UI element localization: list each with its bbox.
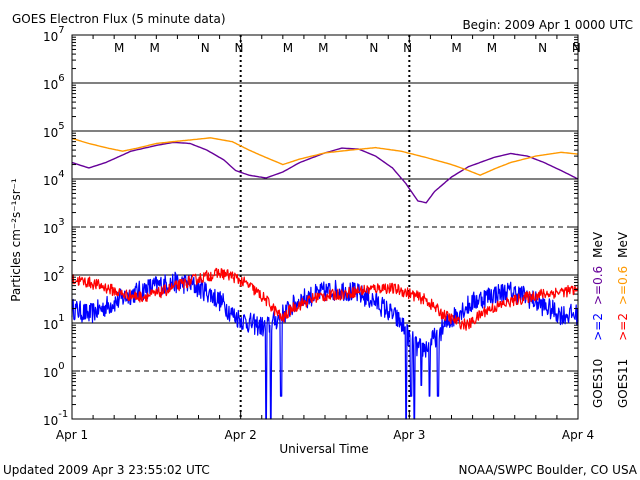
- x-axis-label: Universal Time: [279, 442, 368, 456]
- local-time-marker: M: [283, 41, 293, 55]
- local-time-marker: M: [451, 41, 461, 55]
- x-tick-label: Apr 3: [393, 428, 425, 442]
- y-tick-label: 10-1: [43, 409, 68, 428]
- y-tick-label: 106: [43, 73, 65, 92]
- local-time-marker: M: [318, 41, 328, 55]
- y-axis: 107 106 105 104 103 102 101 100 10-1: [43, 25, 578, 428]
- local-time-marker: N: [369, 41, 378, 55]
- local-time-marker: M: [114, 41, 124, 55]
- gridlines: [72, 82, 578, 372]
- y-axis-label: Particles cm⁻²s⁻¹sr⁻¹: [9, 178, 23, 302]
- local-time-marker: N: [403, 41, 412, 55]
- right-legend: GOES10>=2>=0.6MeV GOES11>=2>=0.6MeV: [591, 231, 630, 408]
- legend-column-goes10: GOES10>=2>=0.6MeV: [591, 231, 605, 408]
- series-goes11-2-mev: [71, 267, 579, 331]
- local-time-marker: M: [149, 41, 159, 55]
- chart-title: GOES Electron Flux (5 minute data): [12, 12, 226, 26]
- legend-column-goes11: GOES11>=2>=0.6MeV: [616, 231, 630, 408]
- x-tick-label: Apr 2: [225, 428, 257, 442]
- day-dividers: [239, 35, 411, 419]
- data-source: NOAA/SWPC Boulder, CO USA: [459, 463, 638, 477]
- local-time-marker: N: [538, 41, 547, 55]
- y-tick-label: 103: [43, 217, 65, 236]
- local-time-marker: N: [234, 41, 243, 55]
- updated-timestamp: Updated 2009 Apr 3 23:55:02 UTC: [3, 463, 210, 477]
- local-time-marker: N: [201, 41, 210, 55]
- x-axis: Apr 1 Apr 2 Apr 3 Apr 4: [56, 35, 594, 442]
- series-goes11-0-6-mev: [71, 137, 579, 176]
- x-tick-label: Apr 1: [56, 428, 88, 442]
- begin-date-label: Begin: 2009 Apr 1 0000 UTC: [462, 18, 633, 32]
- y-tick-label: 104: [43, 169, 65, 188]
- series-layer: [71, 137, 579, 420]
- y-tick-label: 105: [43, 121, 65, 140]
- local-time-marker: M: [487, 41, 497, 55]
- y-tick-label: 107: [43, 25, 65, 44]
- y-tick-label: 100: [43, 361, 65, 380]
- local-time-marker: N: [572, 41, 581, 55]
- y-tick-label: 102: [43, 265, 65, 284]
- y-tick-label: 101: [43, 313, 65, 332]
- x-tick-label: Apr 4: [562, 428, 594, 442]
- series-goes10-2-mev: [71, 271, 579, 420]
